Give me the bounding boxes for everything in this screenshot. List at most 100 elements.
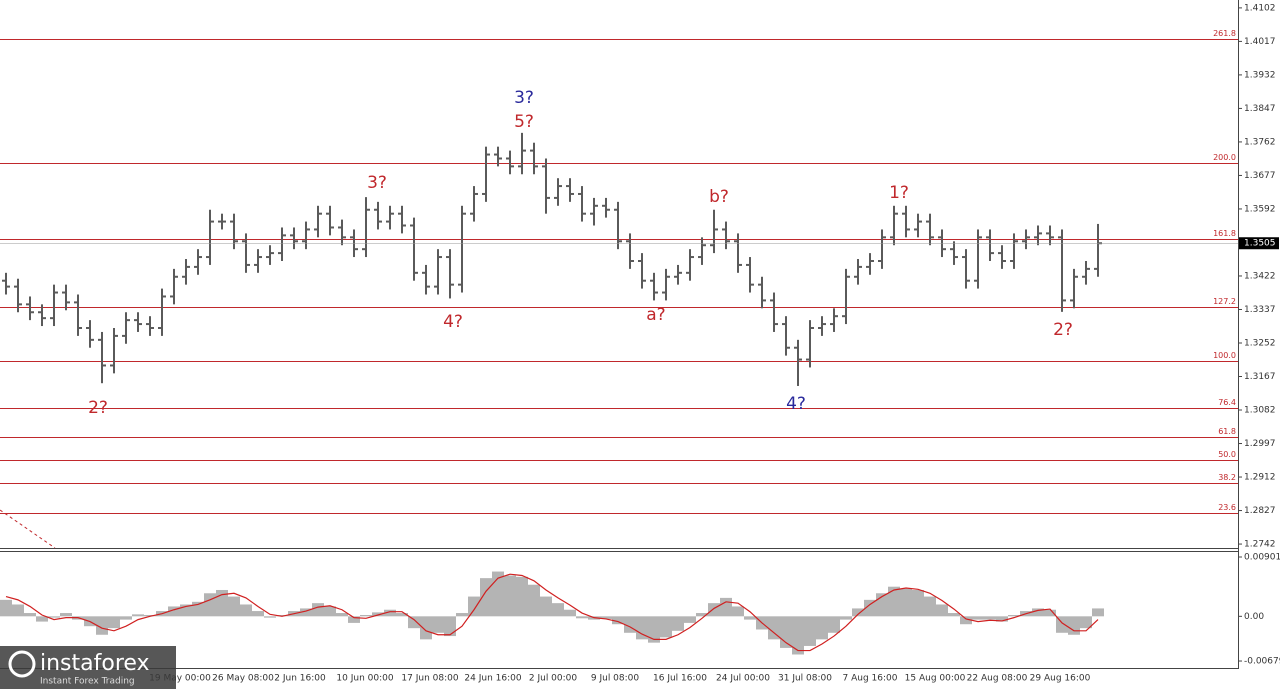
histogram-bar	[1068, 616, 1080, 635]
wave-label: 3?	[514, 88, 534, 108]
histogram-bar	[1092, 608, 1104, 617]
histogram-bar	[828, 616, 840, 633]
histogram-bar	[708, 603, 720, 617]
histogram-bar	[168, 606, 180, 617]
x-tick-label: 9 Jul 08:00	[591, 674, 640, 684]
histogram-bar	[24, 613, 36, 617]
y-tick-label: 1.3847	[1244, 104, 1276, 114]
histogram-bar	[408, 616, 420, 629]
histogram-bar	[312, 603, 324, 617]
fib-label: 200.0	[1213, 153, 1236, 162]
histogram-bar	[180, 604, 192, 617]
histogram-bar	[696, 613, 708, 617]
histogram-bar	[228, 596, 240, 617]
y-tick-label: 1.3592	[1244, 204, 1276, 214]
x-tick-label: 24 Jul 00:00	[716, 674, 770, 684]
fib-label: 100.0	[1213, 351, 1236, 360]
histogram-bar	[864, 599, 876, 617]
histogram-bar	[540, 596, 552, 617]
y-tick-label: 1.2997	[1244, 439, 1276, 449]
fib-label: 127.2	[1213, 297, 1236, 306]
histogram-bar	[888, 586, 900, 617]
y-tick-label: 1.3082	[1244, 406, 1276, 416]
histogram-bar	[984, 616, 996, 620]
histogram-bar	[960, 616, 972, 625]
x-tick-label: 19 May 00:00	[149, 674, 211, 684]
histogram-bar	[360, 615, 372, 617]
wave-label: 2?	[88, 398, 108, 418]
y-tick-label: 1.4102	[1244, 3, 1276, 13]
histogram-bar	[552, 603, 564, 617]
histogram-bar	[900, 588, 912, 617]
y-tick-label: 0.00901	[1244, 553, 1280, 563]
x-tick-label: 29 Aug 16:00	[1030, 674, 1091, 684]
wave-label: 1?	[889, 183, 909, 203]
fib-label: 261.8	[1213, 29, 1236, 38]
histogram-bar	[420, 616, 432, 640]
histogram-bar	[204, 593, 216, 617]
wave-label: 5?	[514, 112, 534, 132]
histogram-bar	[816, 616, 828, 640]
histogram-bar	[96, 616, 108, 635]
y-tick-label: 1.2827	[1244, 506, 1276, 516]
histogram-bar	[1080, 616, 1092, 629]
signal-line	[5, 573, 1099, 652]
histogram-bar	[1056, 616, 1068, 633]
x-tick-label: 26 May 08:00	[212, 674, 274, 684]
histogram-bar	[324, 606, 336, 617]
histogram-bar	[972, 616, 984, 620]
histogram-bar	[444, 616, 456, 637]
x-tick-label: 17 Jun 08:00	[401, 674, 458, 684]
histogram-bar	[804, 616, 816, 646]
x-tick-label: 31 Jul 08:00	[778, 674, 832, 684]
wave-label: 2?	[1053, 320, 1073, 340]
watermark-name: instaforex	[40, 651, 150, 676]
histogram-bar	[132, 614, 144, 617]
y-tick-label: 1.3167	[1244, 372, 1276, 382]
histogram-bar	[684, 616, 696, 623]
x-tick-label: 16 Jul 16:00	[653, 674, 707, 684]
histogram-bar	[60, 613, 72, 617]
last-price-box	[1239, 237, 1279, 250]
last-price-label: 1.3505	[1244, 239, 1276, 249]
y-tick-label: 1.3932	[1244, 70, 1276, 80]
y-tick-label: 1.3252	[1244, 338, 1276, 348]
histogram-bar	[1044, 609, 1056, 617]
y-tick-label: 1.2742	[1244, 540, 1276, 550]
wave-label: 4?	[443, 312, 463, 332]
histogram-bar	[924, 596, 936, 617]
histogram-bar	[336, 613, 348, 617]
histogram-bar	[648, 616, 660, 643]
y-tick-label: 1.4017	[1244, 37, 1276, 47]
histogram-bar	[936, 604, 948, 617]
histogram-bar	[504, 575, 516, 617]
watermark: instaforex Instant Forex Trading	[0, 646, 176, 689]
histogram-bar	[348, 616, 360, 623]
y-tick-label: 0.00	[1244, 612, 1264, 622]
histogram-bar	[732, 606, 744, 617]
histogram-bar	[432, 616, 444, 633]
wave-label: a?	[646, 305, 665, 325]
y-tick-label: 1.3337	[1244, 305, 1276, 315]
histogram-bar	[1032, 608, 1044, 617]
histogram-bar	[564, 609, 576, 617]
fib-label: 61.8	[1218, 427, 1236, 436]
histogram-bar	[792, 616, 804, 655]
histogram-bar	[396, 613, 408, 617]
histogram-bar	[612, 616, 624, 625]
y-tick-label: 1.3762	[1244, 137, 1276, 147]
wave-label: 4?	[786, 394, 806, 414]
x-tick-label: 2 Jul 00:00	[529, 674, 578, 684]
histogram-bar	[840, 616, 852, 620]
y-tick-label: 1.3422	[1244, 271, 1276, 281]
histogram-bar	[108, 616, 120, 629]
histogram-bar	[912, 589, 924, 617]
trend-line	[0, 509, 56, 549]
histogram-bar	[276, 615, 288, 617]
y-tick-label: 1.2912	[1244, 473, 1276, 483]
histogram-bar	[120, 616, 132, 620]
watermark-icon	[8, 650, 36, 678]
histogram-bar	[48, 616, 60, 618]
